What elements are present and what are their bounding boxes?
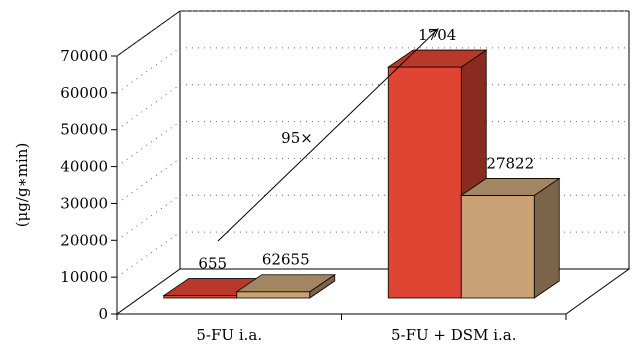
bar-top — [386, 49, 488, 68]
bars — [162, 49, 561, 299]
arrow-head — [429, 28, 439, 38]
left-wall-top-edge — [116, 10, 181, 57]
y-tick-label: 0 — [98, 305, 108, 323]
growth-arrow — [217, 28, 439, 242]
y-tick-label: 30000 — [60, 194, 108, 212]
bar — [387, 66, 462, 299]
gridline-side — [116, 121, 181, 167]
y-tick-label: 50000 — [60, 121, 108, 139]
y-tick-label: 40000 — [60, 158, 108, 176]
y-axis-label: (μg/g∗min) — [13, 143, 31, 228]
bar-top — [235, 274, 337, 293]
x-tick-label: 5-FU i.a. — [196, 326, 262, 344]
data-label: 62655 — [262, 251, 310, 269]
data-label: 27822 — [486, 154, 534, 172]
gridline-side — [116, 231, 181, 278]
gridline-side — [116, 84, 181, 131]
fold-annotation: 95× — [281, 129, 313, 147]
bar — [236, 291, 311, 299]
chart-walls — [111, 10, 631, 320]
gridlines — [116, 10, 629, 278]
gridline-side — [116, 158, 181, 204]
gridline-side — [116, 10, 181, 57]
y-tick-label: 60000 — [60, 84, 108, 102]
labels: 0 10000 20000 30000 40000 50000 60000 70000 5-FU… — [60, 26, 534, 344]
bar-top — [459, 178, 561, 196]
gridline-side — [116, 47, 181, 94]
y-tick-label: 10000 — [60, 268, 108, 286]
y-tick-label: 70000 — [60, 47, 108, 65]
data-label: 655 — [198, 255, 227, 273]
x-tick-label: 5-FU + DSM i.a. — [391, 326, 516, 344]
y-tick-label: 20000 — [60, 231, 108, 249]
gridline-side — [116, 194, 181, 241]
bar — [460, 195, 535, 299]
bar-side — [533, 177, 560, 299]
